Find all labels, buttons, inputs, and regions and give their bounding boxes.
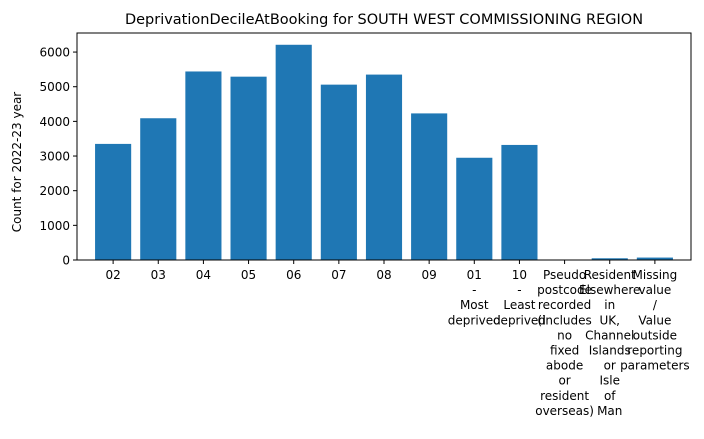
bar [411, 113, 448, 261]
x-tick-label: Resident Elsewhere in UK, Channel Islands or Is… [579, 268, 640, 418]
bar [591, 258, 628, 260]
bar [501, 144, 538, 260]
y-tick-label: 4000 [39, 115, 70, 129]
x-tick-label: 05 [241, 268, 256, 282]
x-tick-label: 09 [422, 268, 437, 282]
x-tick-label: 07 [331, 268, 346, 282]
x-tick-label: 03 [151, 268, 166, 282]
x-tick-label: 08 [376, 268, 391, 282]
y-tick-label: 0 [62, 254, 70, 268]
bar [456, 157, 493, 260]
bar [275, 44, 312, 260]
bar [230, 76, 267, 260]
y-tick-label: 1000 [39, 219, 70, 233]
x-tick-label: Pseudo postcode recorded (includes no fixed ab… [535, 268, 594, 418]
x-tick-label: 06 [286, 268, 301, 282]
bar [140, 118, 177, 260]
chart-title: DeprivationDecileAtBooking for SOUTH WES… [125, 12, 643, 28]
plot-frame [76, 32, 692, 261]
bar [185, 71, 222, 260]
x-tick-label: 02 [105, 268, 120, 282]
x-tick-label: 01 -Most deprived [448, 268, 501, 327]
x-tick-label: Missing value / Value outside reporting parame… [620, 268, 690, 373]
bar [636, 257, 673, 260]
bar [95, 143, 132, 260]
y-tick-label: 3000 [39, 150, 70, 164]
x-tick-label: 04 [196, 268, 211, 282]
bar [365, 74, 403, 260]
y-tick-label: 6000 [39, 46, 70, 60]
bar [320, 84, 357, 260]
bars-group [95, 44, 673, 261]
y-tick-label: 5000 [39, 80, 70, 94]
y-tick-label: 2000 [39, 184, 70, 198]
x-tick-label: 10 -Least deprived [493, 268, 546, 327]
y-axis-label: Count for 2022-23 year [10, 92, 24, 233]
y-axis: 0 1000 2000 3000 4000 5000 6000 [39, 46, 77, 268]
